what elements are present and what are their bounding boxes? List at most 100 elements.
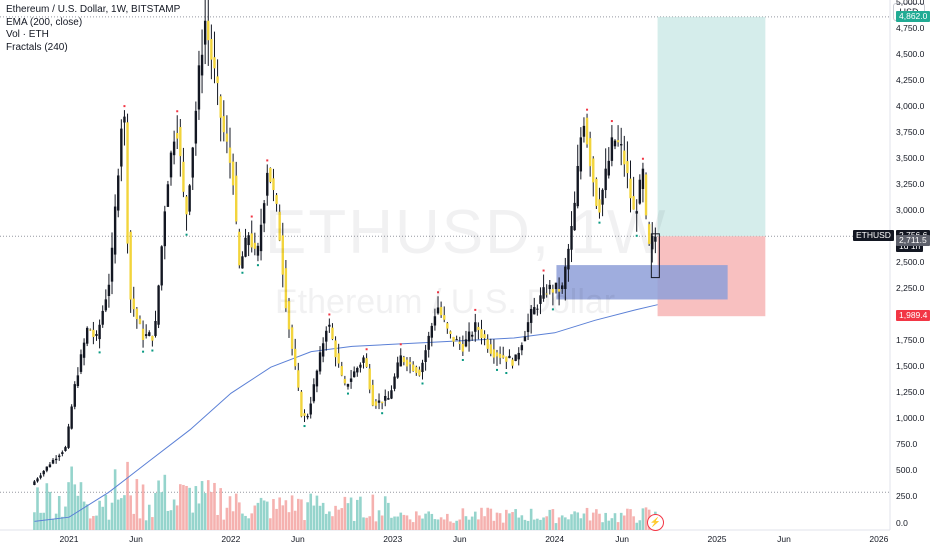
candle-body (219, 96, 222, 118)
volume-bar (244, 515, 247, 530)
candle-body (290, 327, 294, 349)
volume-bar (185, 485, 188, 530)
flash-icon[interactable]: ⚡ (647, 514, 664, 531)
volume-bar (61, 516, 64, 530)
volume-bar (542, 517, 545, 530)
candle-body (51, 459, 55, 464)
candle-body (101, 310, 104, 325)
volume-bar (259, 497, 263, 530)
candle-body (160, 246, 163, 286)
candle-body (399, 355, 402, 367)
candle-body (421, 362, 424, 373)
candle-body (629, 178, 632, 199)
price-tick-label: 3,750.0 (896, 126, 925, 137)
candle-body (228, 147, 232, 163)
legend-fractals[interactable]: Fractals (240) (6, 41, 68, 53)
price-tick-label: 4,500.0 (896, 48, 925, 59)
volume-bar (284, 500, 288, 530)
candle-body (48, 464, 52, 468)
volume-bar (219, 488, 222, 530)
candle-body (138, 318, 142, 324)
candle-body (384, 396, 387, 401)
candle-body (126, 122, 129, 244)
volume-bar (234, 493, 238, 530)
candle-body (486, 339, 489, 349)
volume-bar (278, 497, 281, 530)
volume-bar (495, 512, 499, 530)
volume-bar (203, 493, 207, 530)
candle-body (188, 185, 191, 212)
candle-body (387, 398, 390, 400)
price-tick-label: 1,250.0 (896, 387, 925, 398)
candle-body (73, 384, 76, 407)
volume-bar (517, 517, 521, 530)
candle-body (272, 178, 275, 191)
volume-bar (638, 520, 642, 530)
time-tick-label: 2022 (221, 534, 241, 544)
demand-zone (556, 265, 728, 300)
target-price-label: 4,862.0 (896, 10, 931, 22)
volume-bar (144, 520, 148, 530)
volume-bar (452, 522, 455, 530)
candle-body (64, 447, 67, 451)
candle-body (601, 189, 604, 205)
volume-bar (433, 519, 437, 530)
candle-body (511, 359, 514, 366)
candle-body (213, 57, 216, 69)
volume-bar (418, 515, 421, 530)
volume-bar (191, 512, 195, 530)
volume-bar (613, 513, 617, 530)
price-tick-label: 250.0 (896, 491, 918, 502)
volume-bar (275, 508, 278, 530)
candle-body (194, 110, 198, 144)
volume-bar (293, 510, 297, 530)
time-tick-label: Jun (129, 534, 143, 544)
candle-body (89, 329, 92, 331)
candle-body (132, 298, 135, 310)
legend-title[interactable]: Ethereum / U.S. Dollar, 1W, BITSTAMP (6, 4, 181, 15)
volume-bar (421, 518, 424, 530)
volume-bar (228, 496, 232, 530)
candle-body (380, 401, 384, 404)
volume-bar (458, 519, 462, 530)
candle-body (61, 452, 64, 454)
candle-body (85, 327, 89, 344)
volume-bar (151, 517, 154, 530)
fractal-low-marker (635, 234, 638, 237)
volume-bar (501, 522, 505, 530)
volume-bar (188, 487, 191, 530)
volume-bar (120, 498, 123, 530)
fractal-low-marker (303, 425, 306, 428)
volume-bar (629, 509, 632, 530)
candle-body (306, 415, 309, 418)
volume-bar (554, 523, 558, 530)
volume-bar (362, 517, 365, 530)
fractal-high-marker (474, 308, 477, 311)
volume-bar (110, 502, 114, 530)
candle-body (529, 308, 533, 323)
candle-body (654, 236, 657, 242)
volume-bar (477, 519, 480, 530)
candle-body (328, 324, 331, 327)
legend-volume[interactable]: Vol · ETH (6, 29, 49, 40)
volume-bar (265, 501, 269, 530)
volume-bar (231, 511, 235, 530)
candle-body (585, 117, 589, 145)
volume-bar (626, 508, 629, 530)
volume-bar (570, 514, 573, 530)
volume-bar (73, 484, 77, 530)
time-tick-label: 2021 (59, 534, 79, 544)
volume-bar (135, 479, 139, 530)
candle-body (570, 226, 573, 250)
candle-body (647, 224, 651, 244)
candle-body (325, 330, 328, 342)
candle-body (365, 358, 368, 367)
candle-body (129, 231, 132, 300)
legend-ema[interactable]: EMA (200, close) (6, 16, 83, 28)
volume-bar (51, 518, 55, 530)
volume-bar (498, 513, 502, 530)
volume-bar (132, 513, 136, 530)
candle-body (253, 242, 257, 249)
volume-bar (297, 498, 300, 530)
